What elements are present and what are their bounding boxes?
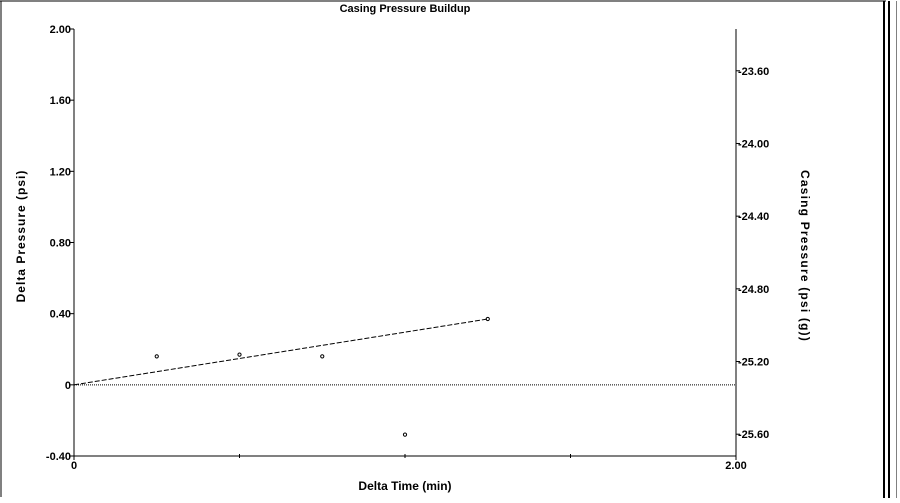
y2-axis-title: Casing Pressure (psi (g)): [798, 170, 812, 342]
plot-layer: 2.001.601.200.800.400-0.40-23.60-24.00-2…: [46, 24, 769, 472]
y-tick-label: -0.40: [46, 451, 71, 463]
y2-tick-label: -24.40: [738, 211, 769, 223]
y-tick-label: 1.20: [50, 166, 71, 178]
y-axis-title: Delta Pressure (psi): [14, 170, 28, 303]
x-tick-label: 0: [71, 460, 77, 472]
x-tick-label: 2.00: [725, 460, 746, 472]
y2-tick-label: -23.60: [738, 66, 769, 78]
y2-tick-label: -25.20: [738, 357, 769, 369]
y2-tick-label: -24.80: [738, 284, 769, 296]
y-tick-label: 1.60: [50, 95, 71, 107]
data-point: [402, 432, 408, 437]
data-point: [154, 354, 159, 359]
y-tick-label: 0.80: [50, 238, 71, 250]
y2-tick-label: -24.00: [738, 138, 769, 150]
y2-tick-label: -25.60: [738, 429, 769, 441]
x-axis-title: Delta Time (min): [358, 479, 451, 493]
chart-title: Casing Pressure Buildup: [340, 3, 471, 15]
trend-line: [73, 318, 488, 386]
y-tick-label: 0.40: [50, 309, 71, 321]
data-point: [237, 352, 242, 357]
y-tick-label: 0: [65, 380, 71, 392]
y-tick-label: 2.00: [50, 24, 71, 36]
frame-right-fill: [890, 1, 896, 498]
data-point: [320, 354, 325, 359]
